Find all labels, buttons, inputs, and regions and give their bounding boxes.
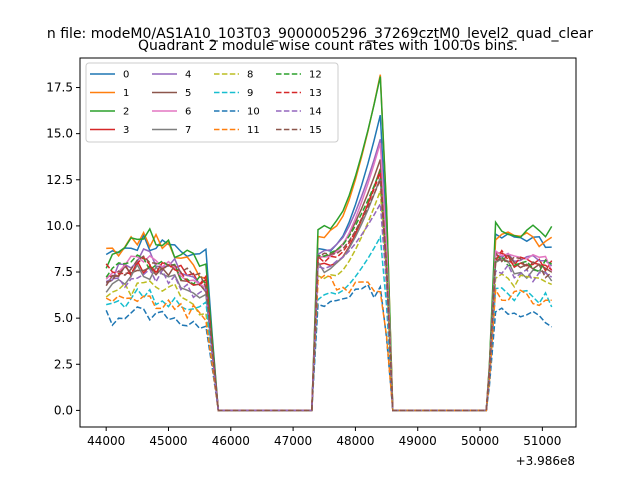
x-tick-label: 48000 bbox=[336, 434, 374, 448]
x-tick-label: 44000 bbox=[87, 434, 125, 448]
x-tick-label: 49000 bbox=[399, 434, 437, 448]
figure-suptitle: n file: modeM0/AS1A10_103T03_9000005296_… bbox=[47, 26, 593, 42]
legend-label: 7 bbox=[185, 125, 191, 136]
legend-label: 14 bbox=[309, 107, 322, 118]
legend-label: 6 bbox=[185, 107, 191, 118]
y-tick-label: 12.5 bbox=[46, 173, 73, 187]
legend-label: 4 bbox=[185, 70, 191, 81]
legend-label: 12 bbox=[309, 70, 322, 81]
y-tick-label: 5.0 bbox=[54, 311, 73, 325]
series-line-15 bbox=[105, 179, 553, 412]
x-tick-label: 50000 bbox=[461, 434, 499, 448]
x-tick-label: 47000 bbox=[274, 434, 312, 448]
legend-label: 13 bbox=[309, 88, 322, 99]
x-tick-label: 46000 bbox=[212, 434, 250, 448]
y-tick-label: 17.5 bbox=[46, 81, 73, 95]
y-tick-label: 7.5 bbox=[54, 265, 73, 279]
legend-label: 9 bbox=[247, 88, 253, 99]
y-tick-label: 15.0 bbox=[46, 127, 73, 141]
x-tick-label: 51000 bbox=[523, 434, 561, 448]
x-offset-label: +3.986e8 bbox=[516, 454, 575, 468]
x-tick-label: 45000 bbox=[149, 434, 187, 448]
legend-label: 10 bbox=[247, 107, 260, 118]
legend-label: 11 bbox=[247, 125, 260, 136]
y-tick-label: 2.5 bbox=[54, 357, 73, 371]
series-line-12 bbox=[105, 170, 553, 412]
legend-label: 3 bbox=[123, 125, 129, 136]
series-line-8 bbox=[105, 190, 552, 412]
legend-label: 0 bbox=[123, 70, 129, 81]
chart-title: Quadrant 2 module wise count rates with … bbox=[138, 38, 518, 54]
legend-label: 2 bbox=[123, 107, 129, 118]
legend-label: 5 bbox=[185, 88, 191, 99]
series-lines bbox=[105, 74, 553, 412]
y-axis: 0.0 2.5 5.0 7.5 10.0 12.5 15.0 17.5 bbox=[46, 81, 80, 417]
legend-label: 1 bbox=[123, 88, 129, 99]
x-axis: 44000 45000 46000 47000 48000 49000 50000 51000 bbox=[87, 427, 561, 448]
legend-box bbox=[85, 62, 339, 143]
legend-label: 8 bbox=[247, 70, 253, 81]
y-tick-label: 10.0 bbox=[46, 219, 73, 233]
axes-frame bbox=[79, 57, 577, 428]
y-tick-label: 0.0 bbox=[54, 403, 73, 417]
plot-area bbox=[79, 57, 577, 428]
legend-label: 15 bbox=[309, 125, 322, 136]
